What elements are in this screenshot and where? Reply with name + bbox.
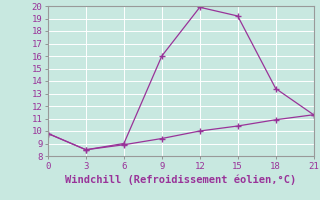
X-axis label: Windchill (Refroidissement éolien,°C): Windchill (Refroidissement éolien,°C): [65, 175, 296, 185]
